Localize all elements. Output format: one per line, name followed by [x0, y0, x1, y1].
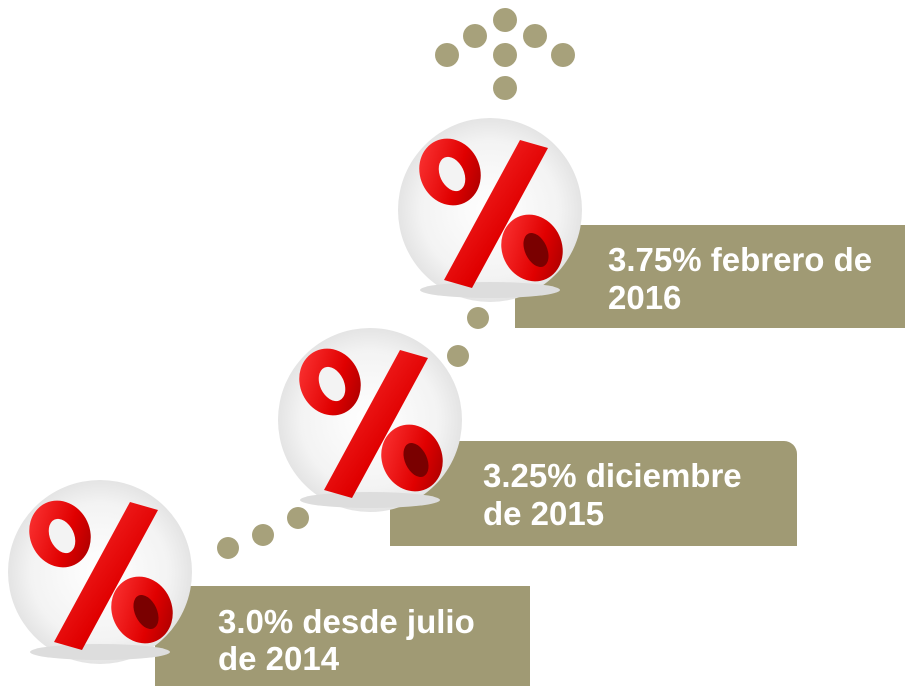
step-label: 2016 [608, 279, 681, 316]
percent-icon [278, 328, 462, 512]
arrow-dots [435, 8, 575, 100]
step-label: de 2014 [218, 640, 340, 677]
step-label: 3.0% desde julio [218, 603, 475, 640]
step-label: 3.75% febrero de [608, 241, 872, 278]
percent-icon [8, 480, 192, 664]
step-label: de 2015 [483, 495, 604, 532]
infographic: 3.0% desde julio de 2014 3.25% diciembre… [0, 0, 905, 686]
percent-icon [398, 118, 582, 302]
step-label: 3.25% diciembre [483, 457, 742, 494]
